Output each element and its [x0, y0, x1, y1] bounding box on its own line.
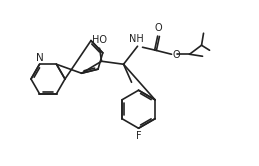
- Text: NH: NH: [129, 34, 144, 44]
- Text: F: F: [136, 131, 141, 141]
- Text: HO: HO: [92, 35, 107, 45]
- Text: O: O: [155, 23, 162, 33]
- Text: O: O: [172, 50, 180, 60]
- Text: N: N: [36, 53, 43, 63]
